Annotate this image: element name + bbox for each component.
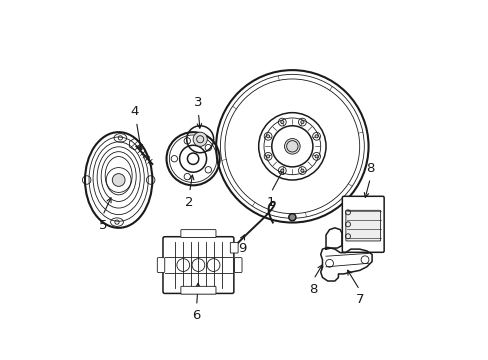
FancyBboxPatch shape	[181, 286, 216, 294]
Circle shape	[187, 153, 198, 165]
Circle shape	[300, 121, 304, 123]
Text: 4: 4	[130, 105, 139, 118]
FancyBboxPatch shape	[342, 196, 384, 252]
Circle shape	[284, 139, 300, 154]
Circle shape	[314, 135, 318, 138]
Polygon shape	[325, 228, 341, 249]
Text: 8: 8	[309, 283, 317, 296]
Text: 5: 5	[98, 219, 107, 232]
Circle shape	[266, 135, 269, 138]
FancyBboxPatch shape	[345, 210, 380, 241]
Text: 2: 2	[185, 196, 193, 209]
FancyBboxPatch shape	[181, 230, 216, 238]
Text: 7: 7	[355, 293, 363, 306]
FancyBboxPatch shape	[157, 258, 164, 273]
Polygon shape	[320, 247, 371, 281]
Text: 3: 3	[194, 96, 202, 109]
Text: 9: 9	[238, 242, 246, 255]
FancyBboxPatch shape	[234, 258, 242, 273]
Circle shape	[280, 169, 284, 172]
Circle shape	[288, 214, 295, 221]
FancyBboxPatch shape	[230, 242, 238, 253]
Circle shape	[300, 169, 304, 172]
FancyBboxPatch shape	[163, 237, 233, 293]
Circle shape	[280, 121, 284, 123]
Text: 8: 8	[366, 162, 374, 175]
Circle shape	[266, 155, 269, 158]
Circle shape	[112, 174, 125, 186]
Text: 6: 6	[192, 309, 201, 322]
Text: 1: 1	[266, 196, 275, 209]
Circle shape	[193, 132, 207, 146]
Circle shape	[314, 155, 318, 158]
